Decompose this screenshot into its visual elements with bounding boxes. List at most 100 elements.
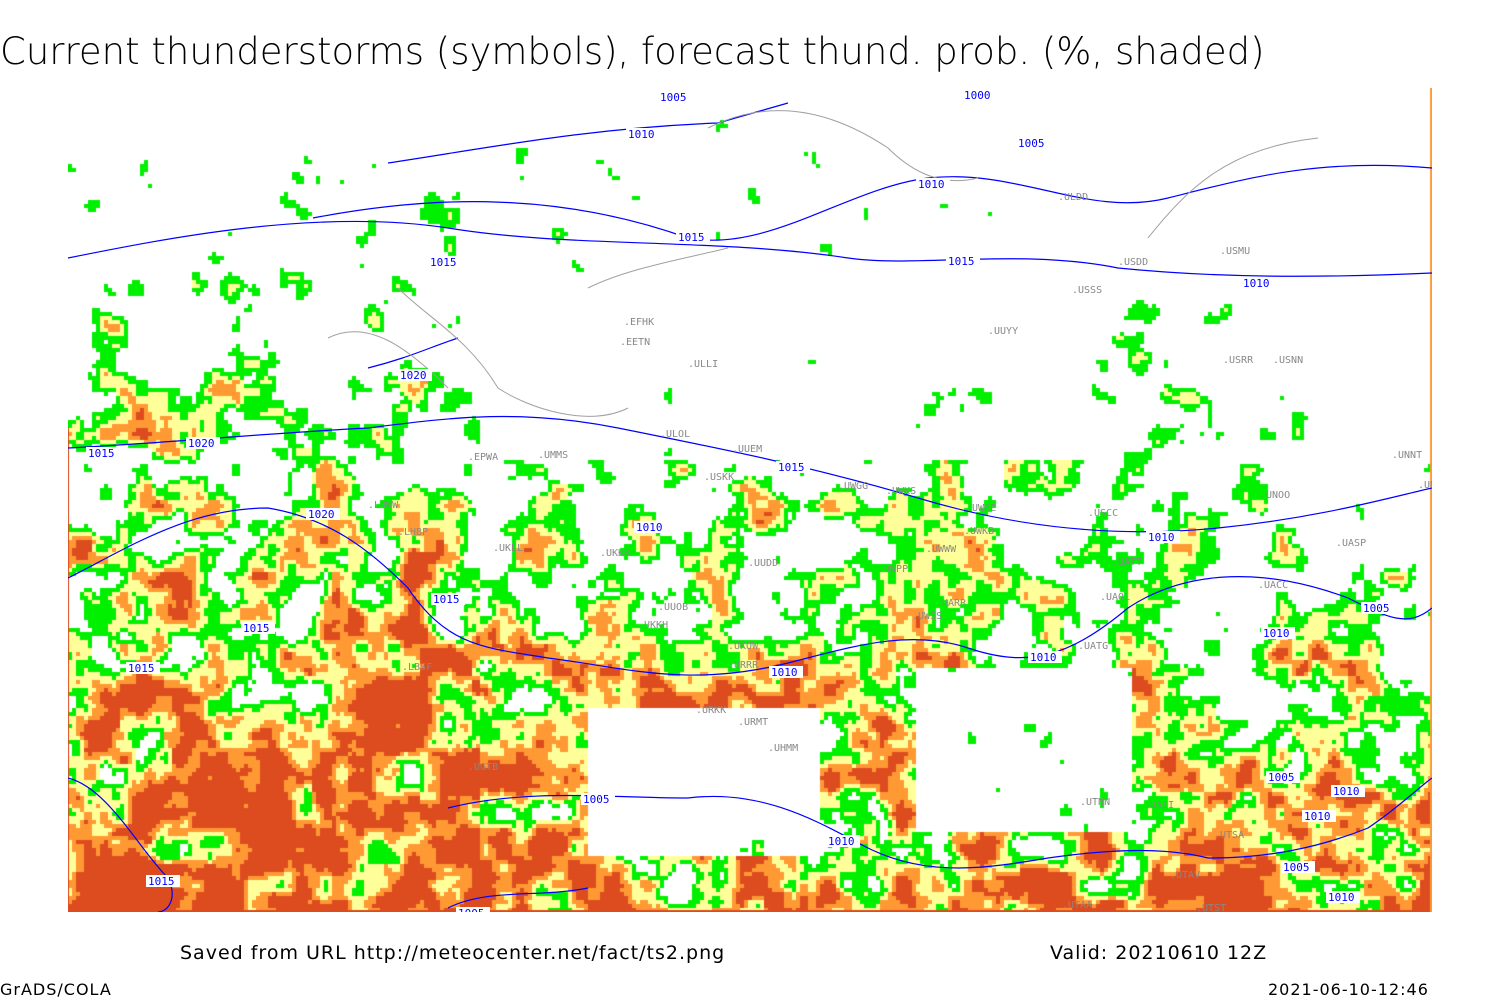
isobar-label-bg (1302, 810, 1336, 822)
station-code: .UNNT (1392, 450, 1422, 461)
isobar-label-bg (1146, 531, 1180, 543)
station-code: .UATT (1112, 557, 1142, 568)
isobar-label: 1015 (243, 622, 270, 635)
map-title: Current thunderstorms (symbols), forecas… (0, 30, 1265, 73)
isobar-label: 1010 (1333, 785, 1360, 798)
isobar-label-bg (1241, 277, 1275, 289)
isobar-line (68, 507, 789, 676)
station-code: .EPWA (468, 452, 498, 463)
isobar-label: 1015 (678, 231, 705, 244)
isobar-label-bg (776, 461, 810, 473)
station-code: .UNBB (1418, 480, 1432, 491)
station-code: .ULOL (660, 429, 690, 440)
station-code: .UKOW (728, 641, 759, 652)
isobar-label-bg (1261, 627, 1295, 639)
station-code: .UUEM (732, 444, 762, 455)
station-code: .USDD (1118, 257, 1148, 268)
station-code: .ULLI (688, 359, 718, 370)
isobar-label-bg (916, 178, 950, 190)
isobar-label: 1015 (430, 256, 457, 269)
station-code: .UKKH (638, 620, 668, 631)
station-code: .EETN (620, 337, 650, 348)
station-code: .USCC (1088, 508, 1118, 519)
isobar-label: 1015 (128, 662, 155, 675)
isobar-label-bg (146, 875, 180, 887)
isobar-line (367, 337, 459, 369)
station-code: .URKK (696, 705, 726, 716)
isobar-label: 1005 (1283, 861, 1310, 874)
isobar-label: 1010 (636, 521, 663, 534)
station-code: .LHBP (398, 527, 428, 538)
station-code: .UARR (936, 598, 967, 609)
isobar-line (447, 887, 589, 909)
isobar-line (68, 777, 173, 912)
isobar-label: 1015 (148, 875, 175, 888)
isobar-label-bg (626, 128, 660, 140)
isobar-label-bg (634, 521, 668, 533)
isobar-label: 1010 (1304, 810, 1331, 823)
thunderstorm-probability-map: 1005 1010 1000 1005 1010 1015 1015 1010 1015 1020… (68, 88, 1432, 912)
station-code: .URRR (728, 660, 759, 671)
isobar-label-bg (241, 622, 275, 634)
isobar-label: 1005 (660, 91, 687, 104)
isobar-label: 1020 (400, 369, 427, 382)
isobar-label: 1005 (458, 907, 485, 912)
isobar-label-bg (676, 231, 710, 243)
isobar-label-bg (1281, 861, 1315, 873)
station-code: .UHMM (768, 743, 798, 754)
isobar-label-bg (1326, 891, 1360, 903)
station-code: .USNN (1273, 355, 1303, 366)
coastline (1147, 137, 1319, 239)
station-code: .UWKE (966, 503, 996, 514)
station-code: .UWSS (912, 611, 942, 622)
isobar-label: 1010 (1328, 891, 1355, 904)
coastline (397, 287, 629, 417)
station-code: .UAII (1144, 800, 1174, 811)
station-code: .UMMS (538, 450, 568, 461)
isobar-label: 1005 (1018, 137, 1045, 150)
station-code: .UGTB (468, 762, 498, 773)
map-overlay: 1005 1010 1000 1005 1010 1015 1015 1010 1015 1020… (68, 89, 1432, 912)
isobar-label-bg (456, 907, 490, 912)
isobar-label: 1015 (778, 461, 805, 474)
isobar-label: 1015 (948, 255, 975, 268)
station-code: .UUOB (658, 602, 688, 613)
isobar-label: 1015 (88, 447, 115, 460)
station-code: .UATG (1078, 641, 1108, 652)
isobar-label: 1010 (1148, 531, 1175, 544)
isobar-label: 1020 (188, 437, 215, 450)
station-code: .UWPP (878, 564, 908, 575)
station-code: .UKLL (493, 543, 523, 554)
isobar-label-bg (306, 508, 340, 520)
station-code: .UWKB (964, 526, 994, 537)
station-code: .UUDD (748, 558, 778, 569)
source-url-text: Saved from URL http://meteocenter.net/fa… (180, 942, 726, 964)
station-code: .LOWW (368, 500, 399, 511)
station-code: .USMU (1220, 246, 1250, 257)
station-code: .UTST (1196, 903, 1226, 912)
isobar-label: 1020 (308, 508, 335, 521)
isobar-label-bg (826, 835, 860, 847)
station-code: .USRR (1223, 355, 1254, 366)
station-code: .UWGG (838, 481, 868, 492)
isobar-line (387, 102, 789, 164)
isobar-label-bg (86, 447, 120, 459)
isobar-label-bg (962, 89, 996, 101)
isobar-label: 1010 (771, 666, 798, 679)
station-code: .USSS (1072, 285, 1102, 296)
station-code: .UASP (1336, 538, 1366, 549)
isobar-label: 1010 (828, 835, 855, 848)
isobar-label-bg (398, 369, 432, 381)
coastline (327, 331, 449, 389)
valid-time-text: Valid: 20210610 12Z (1050, 942, 1268, 964)
isobar-label-bg (1361, 602, 1395, 614)
station-code: .UTNN (1080, 797, 1110, 808)
isobar-label: 1010 (628, 128, 655, 141)
software-credit: GrADS/COLA (0, 980, 112, 999)
isobar-label-bg (1266, 771, 1300, 783)
isobar-label: 1010 (918, 178, 945, 191)
isobar-label-bg (1028, 651, 1062, 663)
isobar-label-bg (769, 666, 803, 678)
isobar-label: 1005 (1268, 771, 1295, 784)
station-code: .UWKS (886, 486, 916, 497)
